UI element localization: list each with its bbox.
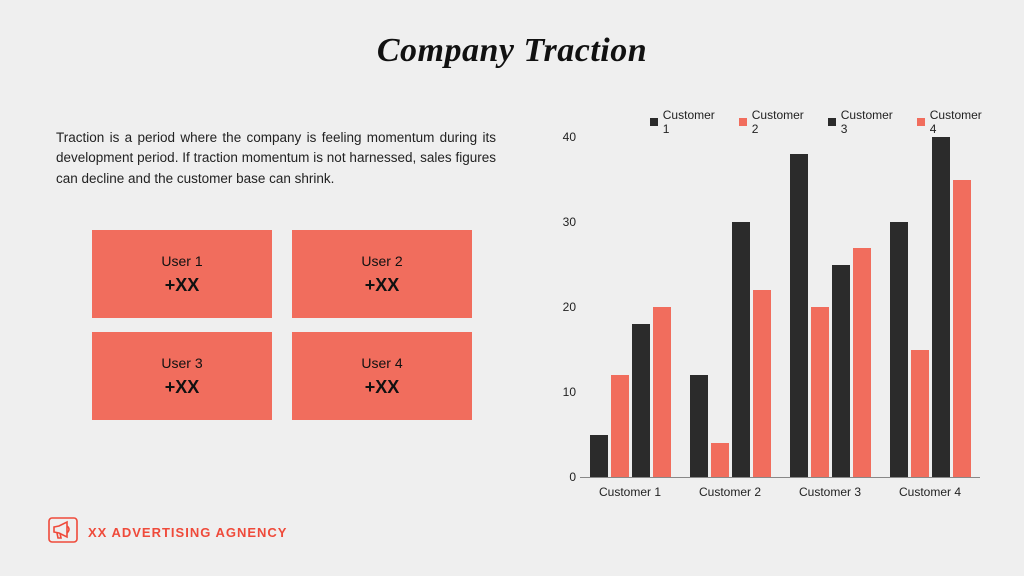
bar	[690, 375, 708, 477]
bar	[790, 154, 808, 477]
y-axis-tick: 0	[552, 470, 576, 484]
user-card: User 4 +XX	[292, 332, 472, 420]
bar-group: Customer 4	[880, 137, 980, 477]
chart-legend: Customer 1 Customer 2 Customer 3 Customer 4	[650, 108, 990, 136]
user-card-label: User 2	[361, 253, 402, 269]
traction-bar-chart: Customer 1Customer 2Customer 3Customer 4…	[540, 108, 990, 528]
legend-swatch	[650, 118, 658, 126]
bar	[911, 350, 929, 478]
y-axis-tick: 10	[552, 385, 576, 399]
legend-item: Customer 3	[828, 108, 901, 136]
user-card-grid: User 1 +XX User 2 +XX User 3 +XX User 4 …	[92, 230, 472, 420]
legend-item: Customer 2	[739, 108, 812, 136]
legend-item: Customer 1	[650, 108, 723, 136]
legend-label: Customer 4	[930, 108, 990, 136]
legend-label: Customer 3	[841, 108, 901, 136]
user-card: User 2 +XX	[292, 230, 472, 318]
bar	[732, 222, 750, 477]
megaphone-icon	[48, 517, 78, 548]
footer-text: XX ADVERTISING AGNENCY	[88, 525, 287, 540]
user-card-value: +XX	[365, 377, 400, 398]
bar	[953, 180, 971, 478]
bar-group: Customer 1	[580, 307, 680, 477]
bar	[711, 443, 729, 477]
legend-swatch	[739, 118, 747, 126]
bar-group: Customer 2	[680, 222, 780, 477]
bar	[853, 248, 871, 478]
bar	[590, 435, 608, 478]
bar-group: Customer 3	[780, 154, 880, 477]
x-axis-label: Customer 4	[880, 485, 980, 499]
bar	[890, 222, 908, 477]
legend-label: Customer 2	[752, 108, 812, 136]
x-axis-label: Customer 1	[580, 485, 680, 499]
user-card: User 1 +XX	[92, 230, 272, 318]
bar	[811, 307, 829, 477]
footer: XX ADVERTISING AGNENCY	[48, 517, 287, 548]
user-card-value: +XX	[365, 275, 400, 296]
bar	[932, 137, 950, 477]
y-axis-tick: 30	[552, 215, 576, 229]
legend-item: Customer 4	[917, 108, 990, 136]
legend-swatch	[917, 118, 925, 126]
user-card-value: +XX	[165, 377, 200, 398]
user-card-label: User 4	[361, 355, 402, 371]
bar	[753, 290, 771, 477]
page-title: Company Traction	[0, 32, 1024, 70]
bar	[611, 375, 629, 477]
x-axis-label: Customer 3	[780, 485, 880, 499]
bar	[832, 265, 850, 478]
user-card: User 3 +XX	[92, 332, 272, 420]
legend-swatch	[828, 118, 836, 126]
user-card-value: +XX	[165, 275, 200, 296]
bar	[632, 324, 650, 477]
user-card-label: User 3	[161, 355, 202, 371]
bar	[653, 307, 671, 477]
y-axis-tick: 20	[552, 300, 576, 314]
y-axis-tick: 40	[552, 130, 576, 144]
chart-plot-area: 010203040Customer 1Customer 2Customer 3C…	[580, 138, 980, 478]
x-axis-label: Customer 2	[680, 485, 780, 499]
user-card-label: User 1	[161, 253, 202, 269]
legend-label: Customer 1	[663, 108, 723, 136]
description-text: Traction is a period where the company i…	[56, 128, 496, 189]
